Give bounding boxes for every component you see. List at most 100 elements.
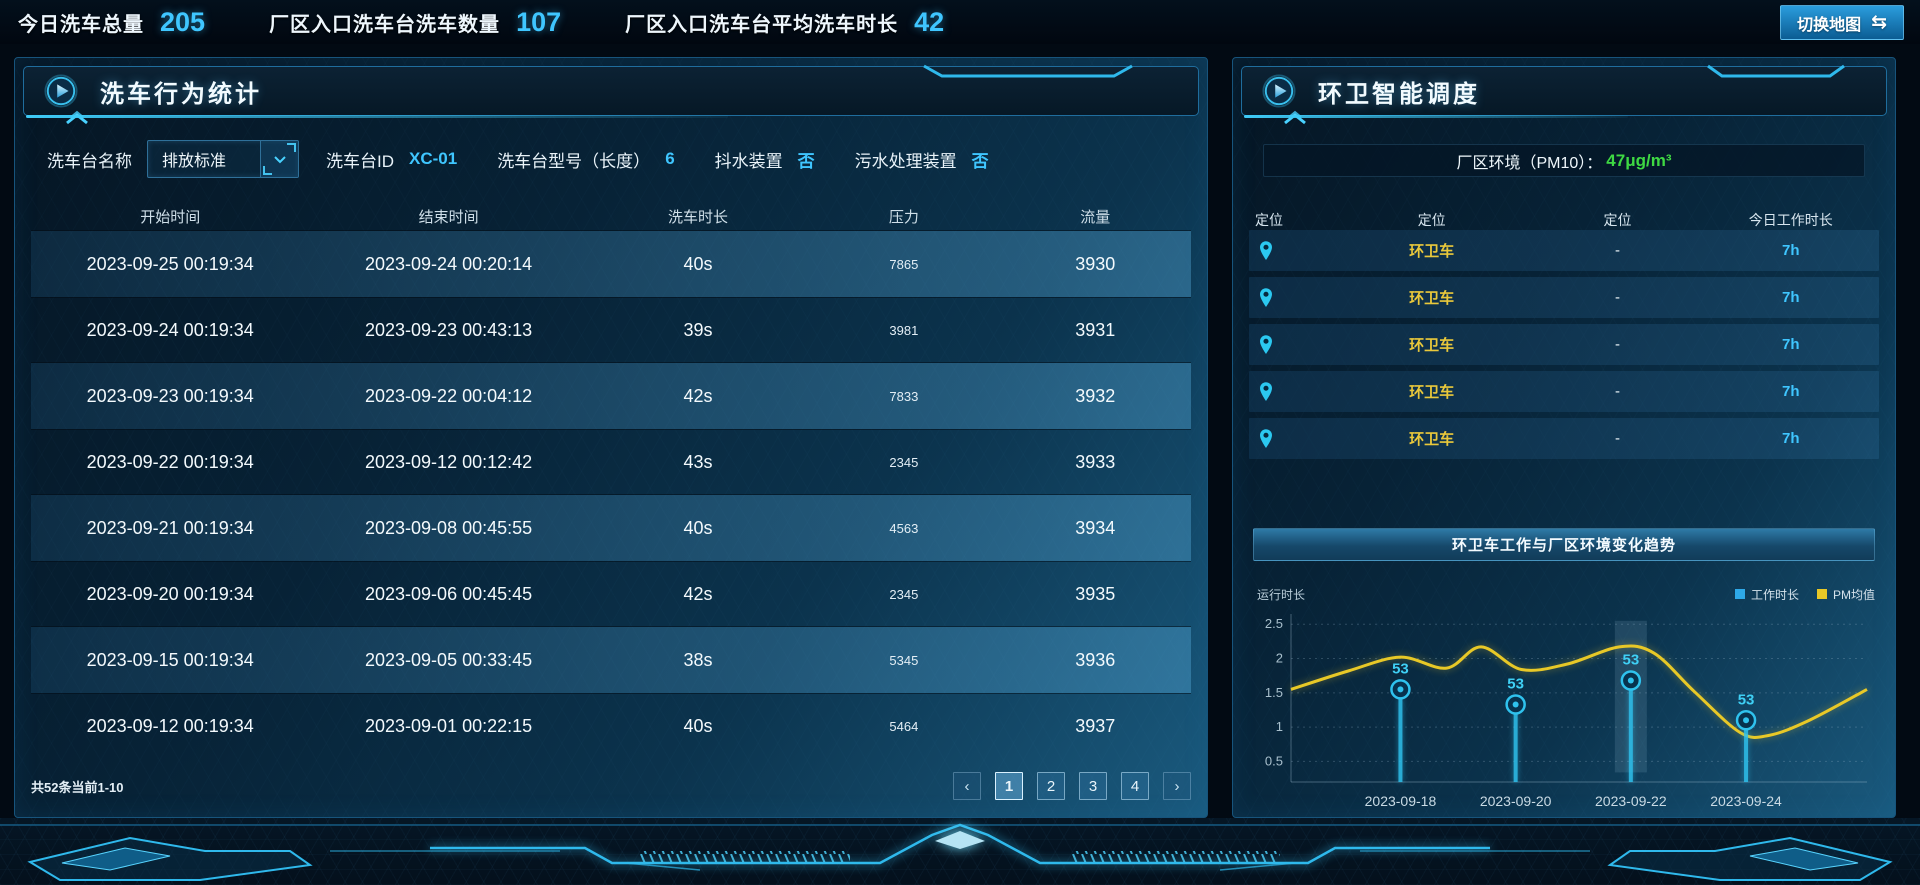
prev-page-button[interactable]: ‹ bbox=[953, 772, 981, 800]
vehicle-row: 环卫车 - 7h bbox=[1249, 418, 1879, 459]
table-row: 2023-09-12 00:19:34 2023-09-01 00:22:15 40… bbox=[31, 693, 1191, 759]
stat-label: 厂区入口洗车台洗车数量 bbox=[269, 13, 501, 36]
footer-tech-lines bbox=[0, 823, 1920, 881]
vehicle-row: 环卫车 - 7h bbox=[1249, 371, 1879, 412]
svg-text:1: 1 bbox=[1276, 719, 1283, 734]
station-id-value: XC-01 bbox=[409, 149, 458, 168]
chart-legend: 工作时长 PM均值 bbox=[1734, 586, 1875, 603]
location-pin-icon[interactable] bbox=[1249, 428, 1331, 450]
table-cell: 2023-09-12 00:19:34 bbox=[86, 715, 254, 736]
table-cell: 43s bbox=[683, 451, 713, 472]
column-header: 结束时间 bbox=[418, 208, 479, 226]
vehicle-name: 环卫车 bbox=[1409, 337, 1455, 354]
vehicle-name: 环卫车 bbox=[1409, 290, 1455, 307]
topbar-stats: 今日洗车总量 205 厂区入口洗车台洗车数量 107 厂区入口洗车台平均洗车时长 42 bbox=[18, 7, 944, 38]
chevron-down-icon[interactable] bbox=[260, 141, 298, 177]
header-chevron-decoration bbox=[1284, 110, 1306, 125]
page-button-4[interactable]: 4 bbox=[1121, 772, 1149, 800]
location-pin-icon[interactable] bbox=[1249, 334, 1331, 356]
vehicle-location: - bbox=[1615, 383, 1621, 400]
filter-bar: 洗车台名称 排放标准 洗车台ID XC-01 洗车台型号（长度） 6 抖水装置 … bbox=[47, 140, 989, 178]
table-cell: 3930 bbox=[1075, 253, 1116, 274]
stat-value: 205 bbox=[160, 6, 206, 37]
table-row: 2023-09-22 00:19:34 2023-09-12 00:12:42 43… bbox=[31, 429, 1191, 495]
vehicle-hours: 7h bbox=[1782, 289, 1800, 306]
table-cell: 3933 bbox=[1075, 451, 1116, 472]
svg-text:2.5: 2.5 bbox=[1265, 616, 1283, 631]
table-cell: 2023-09-25 00:19:34 bbox=[86, 253, 254, 274]
trend-chart-title: 环卫车工作与厂区环境变化趋势 bbox=[1253, 528, 1875, 561]
page-button-2[interactable]: 2 bbox=[1037, 772, 1065, 800]
play-badge-icon bbox=[1262, 74, 1296, 108]
table-cell: 3932 bbox=[1075, 385, 1116, 406]
table-cell: 3931 bbox=[1075, 319, 1116, 340]
legend-swatch bbox=[1816, 589, 1827, 599]
next-page-button[interactable]: › bbox=[1163, 772, 1191, 800]
station-id-label: 洗车台ID bbox=[326, 151, 394, 171]
page-button-3[interactable]: 3 bbox=[1079, 772, 1107, 800]
svg-text:53: 53 bbox=[1507, 675, 1524, 692]
location-pin-icon[interactable] bbox=[1249, 381, 1331, 403]
svg-text:2023-09-20: 2023-09-20 bbox=[1480, 793, 1552, 809]
sewage-device-value: 否 bbox=[971, 151, 989, 171]
column-header: 定位 bbox=[1603, 212, 1632, 228]
legend-swatch bbox=[1734, 589, 1745, 599]
shake-device-label: 抖水装置 bbox=[714, 151, 783, 171]
pagination-summary: 共52条当前1-10 bbox=[31, 779, 124, 795]
location-pin-icon[interactable] bbox=[1249, 287, 1331, 309]
header-notch-decoration bbox=[923, 64, 1133, 78]
stat-value: 42 bbox=[914, 6, 945, 37]
table-cell: 5464 bbox=[889, 718, 919, 734]
wash-stats-panel: 洗车行为统计 洗车台名称 排放标准 洗车台ID XC-01 洗车台型号（长度） … bbox=[14, 57, 1208, 818]
svg-text:2023-09-22: 2023-09-22 bbox=[1595, 793, 1667, 809]
wash-table-body: 2023-09-25 00:19:34 2023-09-24 00:20:14 40… bbox=[31, 231, 1191, 759]
vehicle-location: - bbox=[1615, 242, 1621, 259]
svg-text:2023-09-24: 2023-09-24 bbox=[1710, 793, 1782, 809]
table-row: 2023-09-25 00:19:34 2023-09-24 00:20:14 40… bbox=[31, 231, 1191, 297]
station-name-select[interactable]: 排放标准 bbox=[147, 140, 299, 178]
table-cell: 42s bbox=[683, 385, 713, 406]
table-cell: 2023-09-22 00:19:34 bbox=[86, 451, 254, 472]
station-name-label: 洗车台名称 bbox=[47, 151, 132, 171]
topbar-stat: 厂区入口洗车台洗车数量 107 bbox=[269, 7, 561, 38]
topbar-stat: 今日洗车总量 205 bbox=[18, 7, 205, 38]
table-row: 2023-09-21 00:19:34 2023-09-08 00:45:55 40… bbox=[31, 495, 1191, 561]
station-model-label: 洗车台型号（长度） bbox=[497, 151, 651, 171]
footer-decoration bbox=[0, 818, 1920, 885]
legend-item[interactable]: PM均值 bbox=[1816, 586, 1875, 603]
switch-map-button[interactable]: 切换地图 ⇆ bbox=[1780, 5, 1904, 40]
chart-meta-row: 运行时长 工作时长 PM均值 bbox=[1257, 585, 1875, 603]
table-cell: 2023-09-01 00:22:15 bbox=[365, 715, 533, 736]
panel-title: 洗车行为统计 bbox=[100, 80, 262, 108]
table-cell: 2345 bbox=[889, 586, 919, 602]
vehicle-hours: 7h bbox=[1782, 242, 1800, 259]
vehicle-table-body: 环卫车 - 7h 环卫车 - 7h 环卫车 - 7h 环卫车 - 7h 环卫车 - 7h bbox=[1249, 230, 1879, 465]
table-cell: 2023-09-12 00:12:42 bbox=[365, 451, 533, 472]
sewage-device-label: 污水处理装置 bbox=[854, 151, 957, 171]
legend-item[interactable]: 工作时长 bbox=[1734, 586, 1799, 603]
vehicle-row: 环卫车 - 7h bbox=[1249, 230, 1879, 271]
topbar: 今日洗车总量 205 厂区入口洗车台洗车数量 107 厂区入口洗车台平均洗车时长 42 切… bbox=[0, 0, 1920, 44]
table-cell: 40s bbox=[683, 715, 713, 736]
dispatch-panel-header: 环卫智能调度 bbox=[1241, 64, 1887, 125]
page-button-1[interactable]: 1 bbox=[995, 772, 1023, 800]
table-cell: 5345 bbox=[889, 652, 919, 668]
table-row: 2023-09-24 00:19:34 2023-09-23 00:43:13 39… bbox=[31, 297, 1191, 363]
vehicle-hours: 7h bbox=[1782, 430, 1800, 447]
table-cell: 2023-09-21 00:19:34 bbox=[86, 517, 254, 538]
table-cell: 2023-09-24 00:20:14 bbox=[365, 253, 533, 274]
table-cell: 2023-09-20 00:19:34 bbox=[86, 583, 254, 604]
svg-text:2023-09-18: 2023-09-18 bbox=[1365, 793, 1437, 809]
legend-label: 工作时长 bbox=[1750, 587, 1799, 602]
table-cell: 2023-09-06 00:45:45 bbox=[365, 583, 533, 604]
table-cell: 2023-09-08 00:45:55 bbox=[365, 517, 533, 538]
vehicle-table-header: 定位 定位 定位 今日工作时长 bbox=[1249, 208, 1879, 232]
table-cell: 3934 bbox=[1075, 517, 1116, 538]
wash-stats-panel-header: 洗车行为统计 bbox=[23, 64, 1199, 125]
table-cell: 2345 bbox=[889, 454, 919, 470]
table-cell: 2023-09-23 00:19:34 bbox=[86, 385, 254, 406]
table-cell: 4563 bbox=[889, 520, 919, 536]
location-pin-icon[interactable] bbox=[1249, 240, 1331, 262]
pm10-label: 厂区环境（PM10）： bbox=[1456, 154, 1603, 172]
dispatch-panel: 环卫智能调度 厂区环境（PM10）： 47μg/m³ 定位 定位 定位 今日工作时长 … bbox=[1232, 57, 1896, 818]
